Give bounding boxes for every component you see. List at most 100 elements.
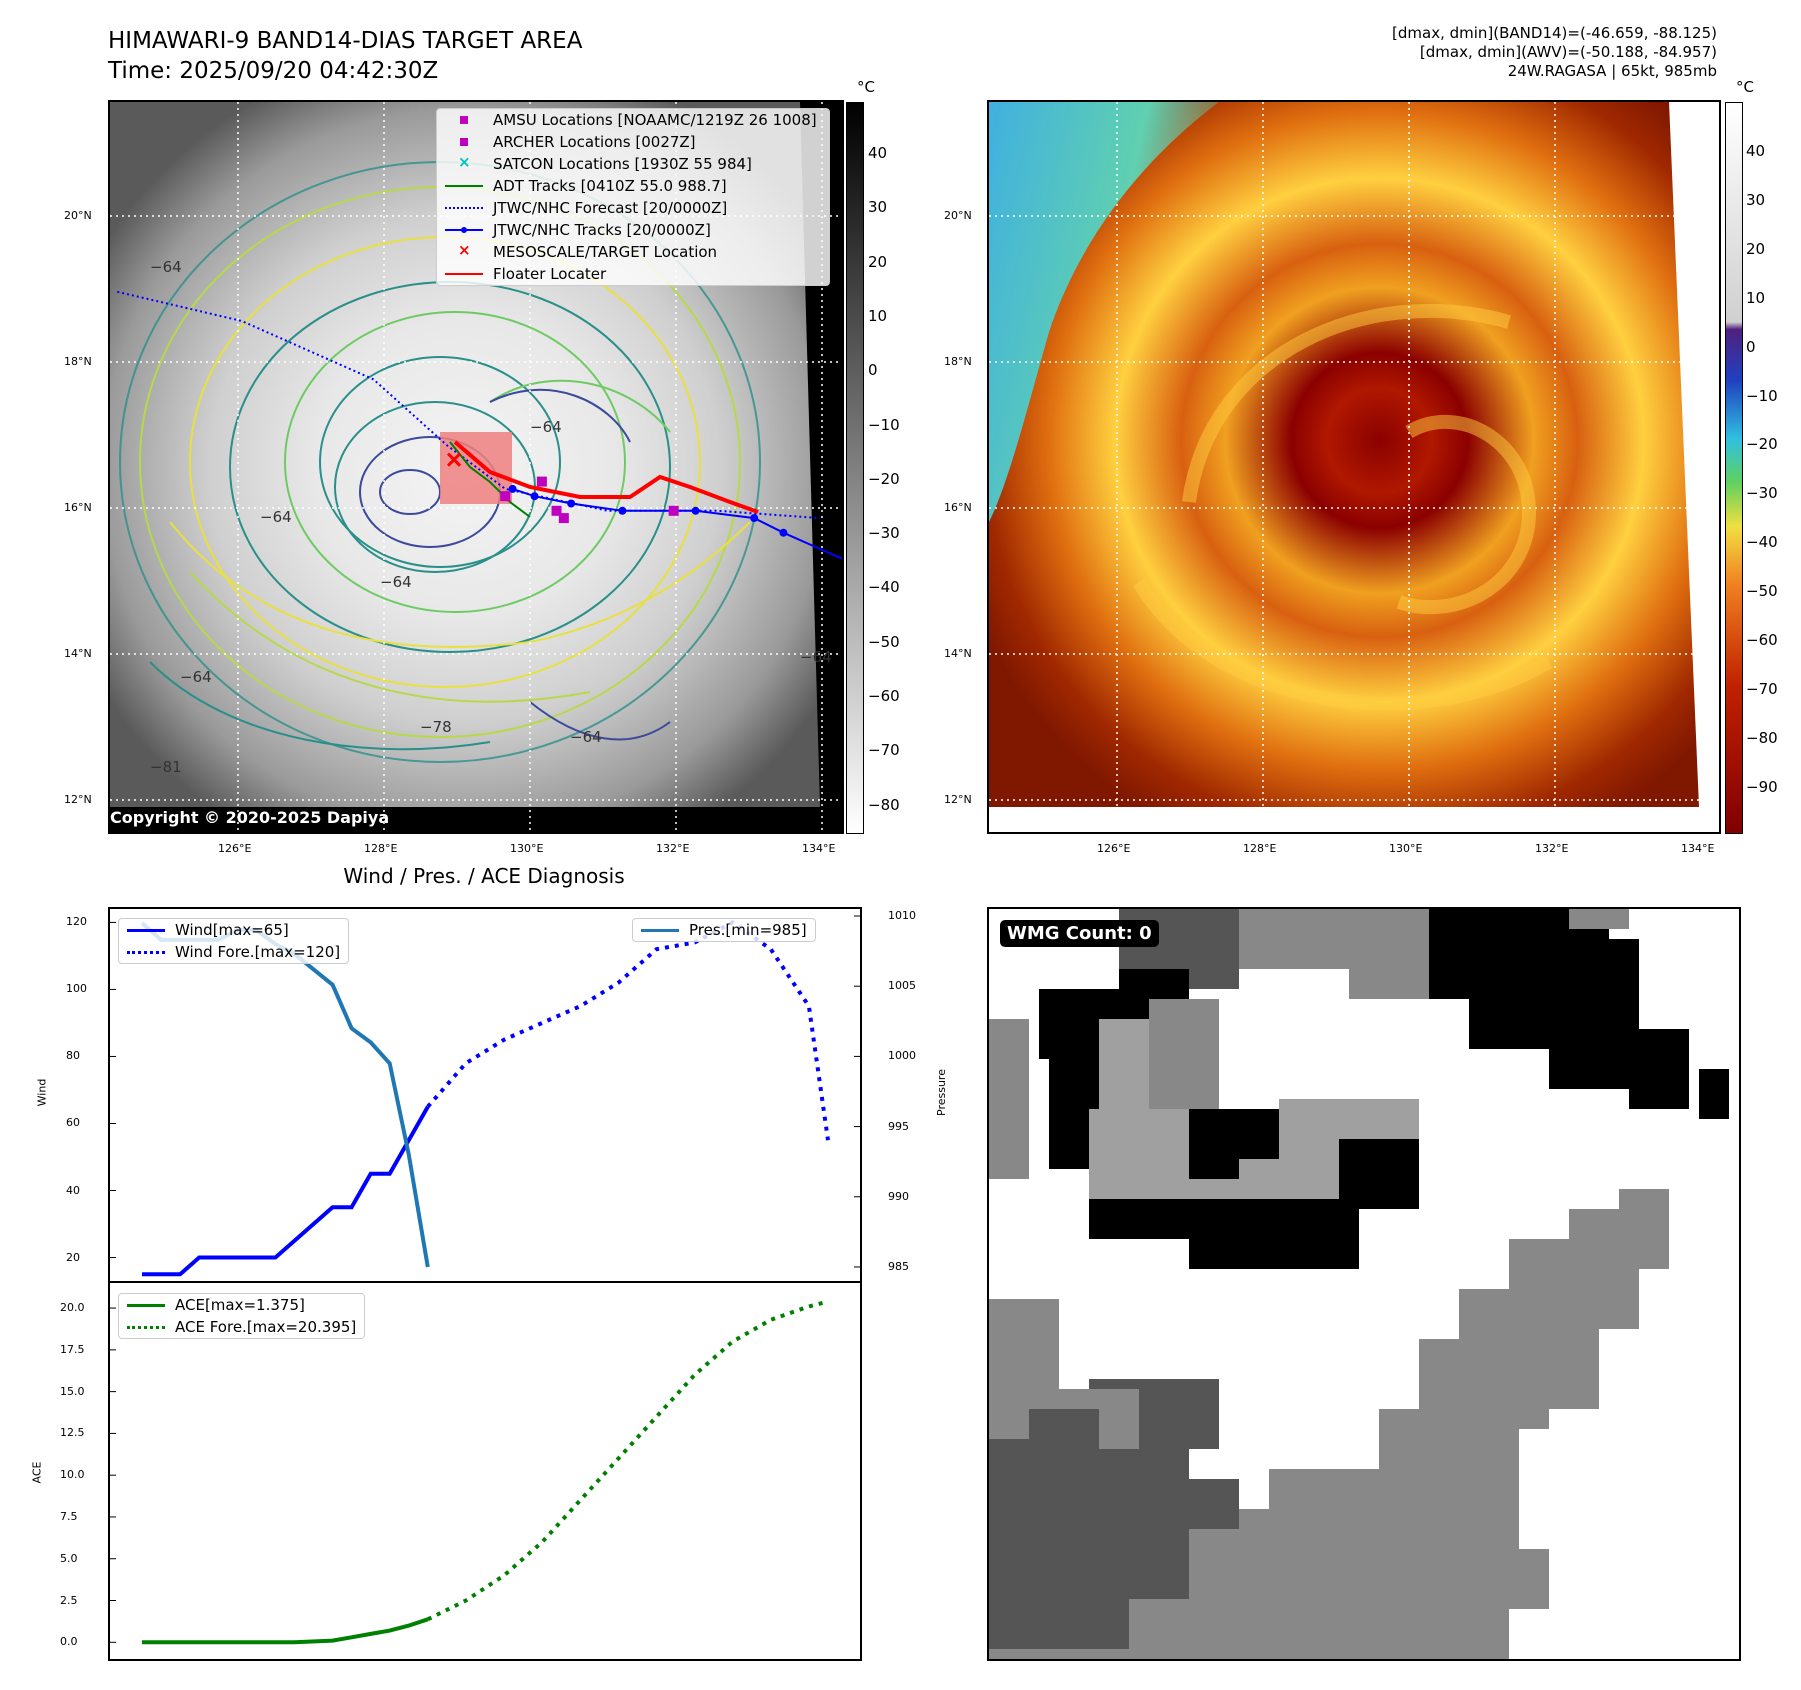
map-legend-entry: × SATCON Locations [1930Z 55 984] [437, 153, 829, 175]
map-x-tick: 128°E [364, 842, 398, 855]
jtwc-track-point [691, 506, 700, 515]
contour-label: −64 [380, 573, 412, 591]
wind-pressure-svg [110, 915, 860, 1277]
pressure-y-tick: 985 [888, 1259, 909, 1273]
ace-svg [110, 1299, 829, 1645]
colorbar-awv-tick: −70 [1746, 679, 1778, 698]
legend-wind-forecast-swatch [127, 945, 165, 959]
colorbar-awv-tick: −20 [1746, 435, 1778, 454]
target-location-marker [446, 452, 462, 467]
amsu-point [536, 476, 547, 487]
ace-y-tick: 5.0 [60, 1551, 78, 1565]
pressure-legend: Pres.[min=985] [632, 918, 816, 942]
map-legend-swatch [445, 267, 483, 281]
map-legend-entry: JTWC/NHC Forecast [20/0000Z] [437, 197, 829, 219]
legend-ace-forecast: ACE Fore.[max=20.395] [119, 1316, 364, 1338]
awv-y-tick: 20°N [944, 209, 972, 222]
amsu-point [551, 505, 562, 516]
map-y-tick: 20°N [64, 209, 92, 222]
map-x-tick: 134°E [802, 842, 836, 855]
awv-x-tick: 132°E [1535, 842, 1569, 855]
awv-y-tick: 18°N [944, 355, 972, 368]
series-ace [142, 1617, 429, 1645]
colorbar-awv-tick: −80 [1746, 728, 1778, 747]
map-legend-label: SATCON Locations [1930Z 55 984] [493, 155, 752, 173]
pressure-y-tick: 1000 [888, 1049, 916, 1063]
contour-label: −64 [570, 728, 602, 746]
legend-ace-forecast-label: ACE Fore.[max=20.395] [175, 1318, 357, 1336]
awv-y-tick: 14°N [944, 647, 972, 660]
map-x-tick: 132°E [656, 842, 690, 855]
ace-y-tick: 20.0 [60, 1301, 85, 1315]
legend-ace-swatch [127, 1298, 165, 1312]
awv-y-tick: 16°N [944, 501, 972, 514]
wmg-panel [987, 907, 1741, 1661]
colorbar-awv-tick: −40 [1746, 533, 1778, 552]
map-legend-swatch: × [458, 153, 471, 171]
legend-pressure-label: Pres.[min=985] [689, 921, 807, 939]
map-y-tick: 18°N [64, 355, 92, 368]
colorbar-awv-tick: −60 [1746, 631, 1778, 649]
colorbar-band14-tick: −80 [868, 795, 900, 814]
colorbar-awv-tick: −10 [1746, 386, 1778, 405]
wind-y-tick: 80 [66, 1049, 80, 1063]
colorbar-band14-tick: 0 [868, 361, 878, 380]
awv-x-tick: 126°E [1097, 842, 1131, 855]
contour-label: −64 [800, 648, 832, 666]
colorbar-awv-tick: 40 [1746, 142, 1766, 160]
stats-block: [dmax, dmin](BAND14)=(-46.659, -88.125) … [1392, 24, 1717, 81]
colorbar-band14-tick: 10 [868, 306, 888, 325]
jtwc-track-point [779, 528, 788, 537]
contour-label: −64 [260, 508, 292, 526]
wind-axis-label: Wind [35, 1078, 49, 1107]
colorbar-band14 [846, 102, 864, 834]
pressure-y-tick: 990 [888, 1189, 909, 1203]
ace-y-tick: 2.5 [60, 1593, 78, 1607]
legend-ace: ACE[max=1.375] [119, 1294, 364, 1316]
map-legend-entry: ADT Tracks [0410Z 55.0 988.7] [437, 175, 829, 197]
map-legend: AMSU Locations [NOAAMC/1219Z 26 1008] ARC… [436, 108, 830, 286]
map-legend-swatch [445, 135, 483, 149]
wind-y-tick: 100 [66, 982, 87, 996]
series-wind-forecast [426, 920, 830, 1141]
awv-map-svg [989, 102, 1719, 832]
contour-label: −64 [150, 258, 182, 276]
amsu-point [500, 491, 511, 502]
amsu-point [668, 505, 679, 516]
colorbar-band14-tick: −60 [868, 687, 900, 705]
map-legend-entry: JTWC/NHC Tracks [20/0000Z] [437, 219, 829, 241]
map-legend-label: AMSU Locations [NOAAMC/1219Z 26 1008] [493, 111, 817, 129]
map-legend-swatch [445, 201, 483, 215]
wind-y-tick: 20 [66, 1250, 80, 1264]
diagnosis-title: Wind / Pres. / ACE Diagnosis [343, 864, 625, 888]
ace-y-tick: 7.5 [60, 1509, 78, 1523]
awv-x-tick: 134°E [1681, 842, 1715, 855]
floater-locater-line [453, 440, 759, 514]
ace-y-tick: 12.5 [60, 1426, 85, 1440]
colorbar-awv [1725, 102, 1743, 834]
colorbar-awv-tick: 30 [1746, 190, 1766, 209]
map-legend-label: JTWC/NHC Tracks [20/0000Z] [493, 221, 711, 239]
awv-x-tick: 128°E [1243, 842, 1277, 855]
jtwc-forecast-line [117, 290, 821, 520]
adt-track-line [449, 441, 531, 518]
contour-label: −64 [180, 668, 212, 686]
jtwc-track-point [508, 484, 517, 493]
pressure-y-tick: 1005 [888, 979, 916, 993]
map-legend-swatch: × [458, 241, 471, 259]
chart-title: HIMAWARI-9 BAND14-DIAS TARGET AREA Time:… [108, 26, 582, 86]
legend-wind-forecast: Wind Fore.[max=120] [119, 941, 348, 963]
pressure-axis-label: Pressure [934, 1069, 948, 1116]
amsu-point [558, 513, 569, 524]
legend-ace-label: ACE[max=1.375] [175, 1296, 305, 1314]
series-ace-forecast [426, 1299, 829, 1622]
map-legend-entry: ARCHER Locations [0027Z] [437, 131, 829, 153]
wind-y-tick: 60 [66, 1116, 80, 1130]
colorbar-band14-tick: −50 [868, 632, 900, 651]
map-x-tick: 126°E [218, 842, 252, 855]
legend-wind: Wind[max=65] [119, 919, 348, 941]
contour-label: −78 [420, 718, 452, 736]
ace-y-tick: 10.0 [60, 1468, 85, 1482]
colorbar-awv-tick: −50 [1746, 582, 1778, 601]
map-x-tick: 130°E [510, 842, 544, 855]
